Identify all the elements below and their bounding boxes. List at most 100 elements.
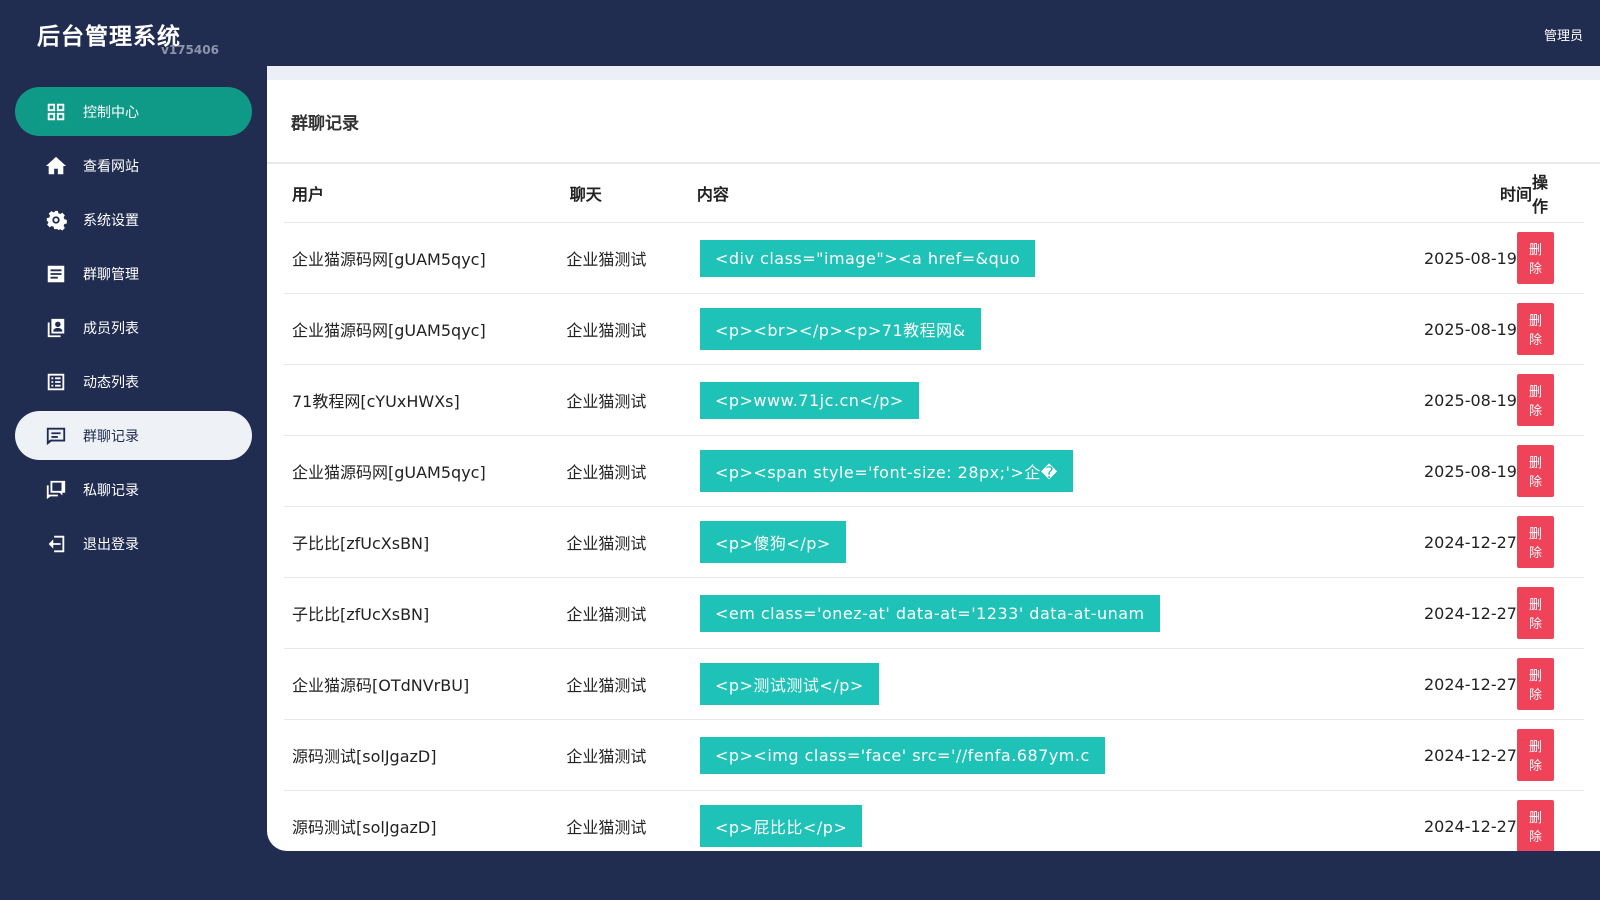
content-cell: <em class='onez-at' data-at='1233' data-… [692,594,1364,632]
user-cell: 子比比[zfUcXsBN] [292,605,430,624]
chat-cell: 企业猫测试 [566,321,647,340]
delete-button[interactable]: 删除 [1516,587,1554,639]
nav-item[interactable]: 退出登录 [15,519,252,568]
column-header: 操作 [1531,173,1548,216]
content-cell: <p>屁比比</p> [692,805,1364,847]
action-cell: 删除 [1516,374,1584,426]
nav-label: 成员列表 [83,320,139,337]
action-cell: 删除 [1516,516,1584,568]
nav-item[interactable]: 系统设置 [15,195,252,244]
table-row: 71教程网[cYUxHWXs] 企业猫测试 <p>www.71jc.cn</p> 20… [284,365,1584,436]
time-cell: 2024-12-27 [1424,603,1517,623]
content-tag: <div class="image"><a href=&quo [699,239,1036,277]
chat-cell: 企业猫测试 [566,818,647,837]
time-cell: 2025-08-19 [1424,461,1517,481]
content-tag: <p>测试测试</p> [699,663,879,705]
time-cell: 2025-08-19 [1424,319,1517,339]
delete-button[interactable]: 删除 [1516,516,1554,568]
table-row: 子比比[zfUcXsBN] 企业猫测试 <p>傻狗</p> 2024-12-27 删除 [284,507,1584,578]
action-cell: 删除 [1516,729,1584,781]
user-cell: 企业猫源码网[gUAM5qyc] [292,463,486,482]
user-cell: 企业猫源码网[gUAM5qyc] [292,250,486,269]
time-cell: 2024-12-27 [1424,674,1517,694]
nav-label: 群聊管理 [83,266,139,283]
action-cell: 删除 [1516,587,1584,639]
icon [47,318,65,337]
delete-button[interactable]: 删除 [1516,374,1554,426]
user-cell: 源码测试[solJgazD] [292,747,437,766]
page-title: 群聊记录 [267,80,1600,164]
time-cell: 2024-12-27 [1424,745,1517,765]
icon [47,373,65,390]
chat-cell: 企业猫测试 [566,463,647,482]
nav-item[interactable]: 群聊管理 [15,249,252,298]
content-cell: <p>www.71jc.cn</p> [692,381,1364,419]
content-cell: <p>傻狗</p> [692,521,1364,563]
chat-cell: 企业猫测试 [566,747,647,766]
nav-label: 查看网站 [83,158,139,175]
user-cell: 71教程网[cYUxHWXs] [292,392,460,411]
column-header: 聊天 [569,185,602,204]
content-cell: <p><span style='font-size: 28px;'>企� [692,450,1364,492]
content-tag: <p><img class='face' src='//fenfa.687ym.… [699,736,1105,774]
content-tag: <p><br></p><p>71教程网& [699,308,981,350]
user-cell: 子比比[zfUcXsBN] [292,534,430,553]
action-cell: 删除 [1516,303,1584,355]
user-cell: 企业猫源码网[gUAM5qyc] [292,321,486,340]
delete-button[interactable]: 删除 [1516,303,1554,355]
nav-item[interactable]: 群聊记录 [15,411,252,460]
top-strip [267,66,1600,80]
table-row: 源码测试[solJgazD] 企业猫测试 <p>屁比比</p> 2024-12-27 删… [284,791,1584,851]
icon [46,480,66,499]
nav-item[interactable]: 动态列表 [15,357,252,406]
table: 用户 聊天 内容 时间 操作 企业猫源码网[gUAM5qyc] 企业猫测试 <div cla… [284,164,1584,851]
content-cell: <div class="image"><a href=&quo [692,239,1364,277]
version: v175406 [161,43,219,57]
nav-label: 私聊记录 [83,482,139,499]
time-cell: 2025-08-19 [1424,248,1517,268]
nav-item[interactable]: 查看网站 [15,141,252,190]
content-cell: <p><br></p><p>71教程网& [692,308,1364,350]
nav-item[interactable]: 成员列表 [15,303,252,352]
nav-item[interactable]: 控制中心 [15,87,252,136]
table-header: 用户 聊天 内容 时间 操作 [284,164,1584,223]
user-cell: 企业猫源码[OTdNVrBU] [292,676,470,695]
content-cell: <p>测试测试</p> [692,663,1364,705]
content-tag: <em class='onez-at' data-at='1233' data-… [699,594,1160,632]
icon [45,156,67,174]
user-menu[interactable]: 管理员 [1543,29,1583,44]
nav-item[interactable]: 私聊记录 [15,465,252,514]
delete-button[interactable]: 删除 [1516,658,1554,710]
content-cell: <p><img class='face' src='//fenfa.687ym.… [692,736,1364,774]
content-card: 群聊记录 用户 聊天 内容 时间 操作 企业猫源码网[gUAM5qyc] 企业猫测试 <di… [267,66,1600,851]
time-cell: 2024-12-27 [1424,532,1517,552]
time-cell: 2025-08-19 [1424,390,1517,410]
nav-label: 群聊记录 [83,428,139,445]
icon [47,265,65,282]
action-cell: 删除 [1516,658,1584,710]
content-tag: <p>www.71jc.cn</p> [699,381,919,419]
content-tag: <p>屁比比</p> [699,805,863,847]
action-cell: 删除 [1516,445,1584,497]
table-row: 子比比[zfUcXsBN] 企业猫测试 <em class='onez-at' da… [284,578,1584,649]
nav-label: 退出登录 [83,536,139,553]
table-row: 企业猫源码网[gUAM5qyc] 企业猫测试 <p><br></p><p>71教程网… [284,294,1584,365]
user-cell: 源码测试[solJgazD] [292,818,437,837]
chat-cell: 企业猫测试 [566,250,647,269]
column-header: 内容 [696,185,729,204]
delete-button[interactable]: 删除 [1516,800,1554,851]
time-cell: 2024-12-27 [1424,816,1517,836]
chat-cell: 企业猫测试 [566,605,647,624]
table-row: 企业猫源码网[gUAM5qyc] 企业猫测试 <p><span style='fon… [284,436,1584,507]
delete-button[interactable]: 删除 [1516,232,1554,284]
content-tag: <p>傻狗</p> [699,521,846,563]
table-row: 企业猫源码网[gUAM5qyc] 企业猫测试 <div class="image">… [284,223,1584,294]
action-cell: 删除 [1516,232,1584,284]
icon [47,103,65,120]
table-row: 企业猫源码[OTdNVrBU] 企业猫测试 <p>测试测试</p> 2024-12-2… [284,649,1584,720]
column-header: 时间 [1499,185,1532,204]
delete-button[interactable]: 删除 [1516,445,1554,497]
delete-button[interactable]: 删除 [1516,729,1554,781]
nav-label: 控制中心 [83,104,139,121]
